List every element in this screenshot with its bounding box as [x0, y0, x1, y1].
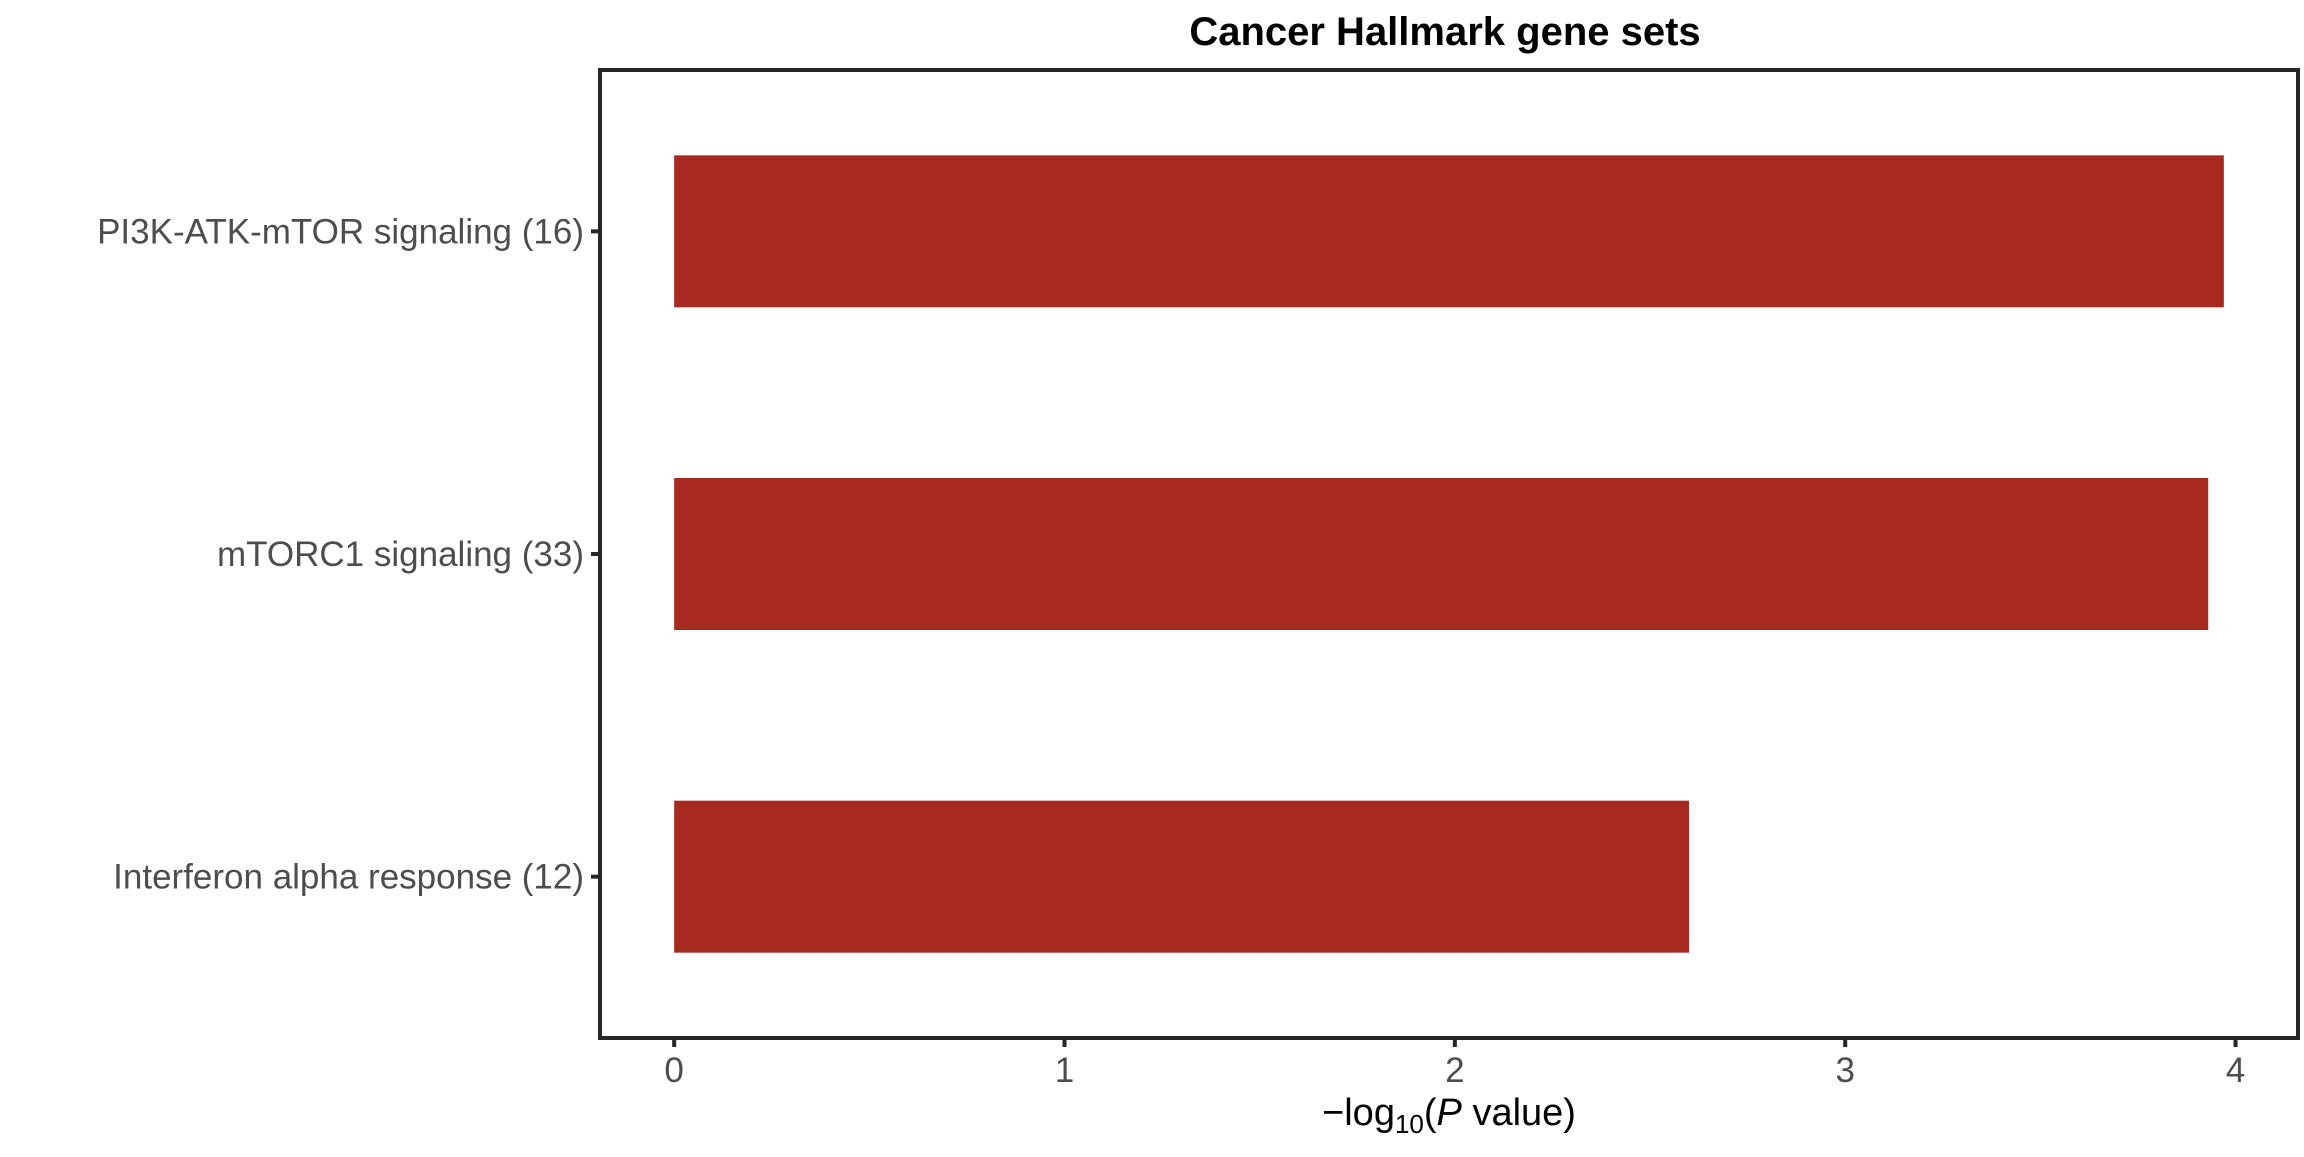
x-tick-label: 2 — [1445, 1051, 1464, 1090]
bars-group — [674, 155, 2224, 953]
x-tick-label: 1 — [1055, 1051, 1074, 1090]
bar — [674, 155, 2224, 308]
x-axis-title-open-paren: ( — [1424, 1092, 1437, 1134]
x-axis-title-rest: value) — [1462, 1092, 1576, 1134]
chart-title: Cancer Hallmark gene sets — [1189, 10, 1700, 54]
x-tick-label: 4 — [2226, 1051, 2245, 1090]
x-axis: 0 1 2 3 4 — [664, 1038, 2245, 1090]
bar — [674, 478, 2209, 630]
y-tick-label: Interferon alpha response (12) — [113, 858, 584, 897]
y-tick-label: mTORC1 signaling (33) — [217, 535, 584, 574]
bar — [674, 800, 1690, 953]
x-tick-label: 3 — [1835, 1051, 1854, 1090]
x-axis-title: −log10(P value) — [1322, 1092, 1576, 1139]
x-axis-title-subscript: 10 — [1395, 1109, 1424, 1139]
y-axis: PI3K-ATK-mTOR signaling (16) mTORC1 signa… — [97, 212, 600, 897]
y-tick-label: PI3K-ATK-mTOR signaling (16) — [97, 212, 584, 251]
x-axis-title-prefix: −log — [1322, 1092, 1395, 1134]
x-axis-title-italic: P — [1437, 1092, 1463, 1134]
x-tick-label: 0 — [664, 1051, 683, 1090]
